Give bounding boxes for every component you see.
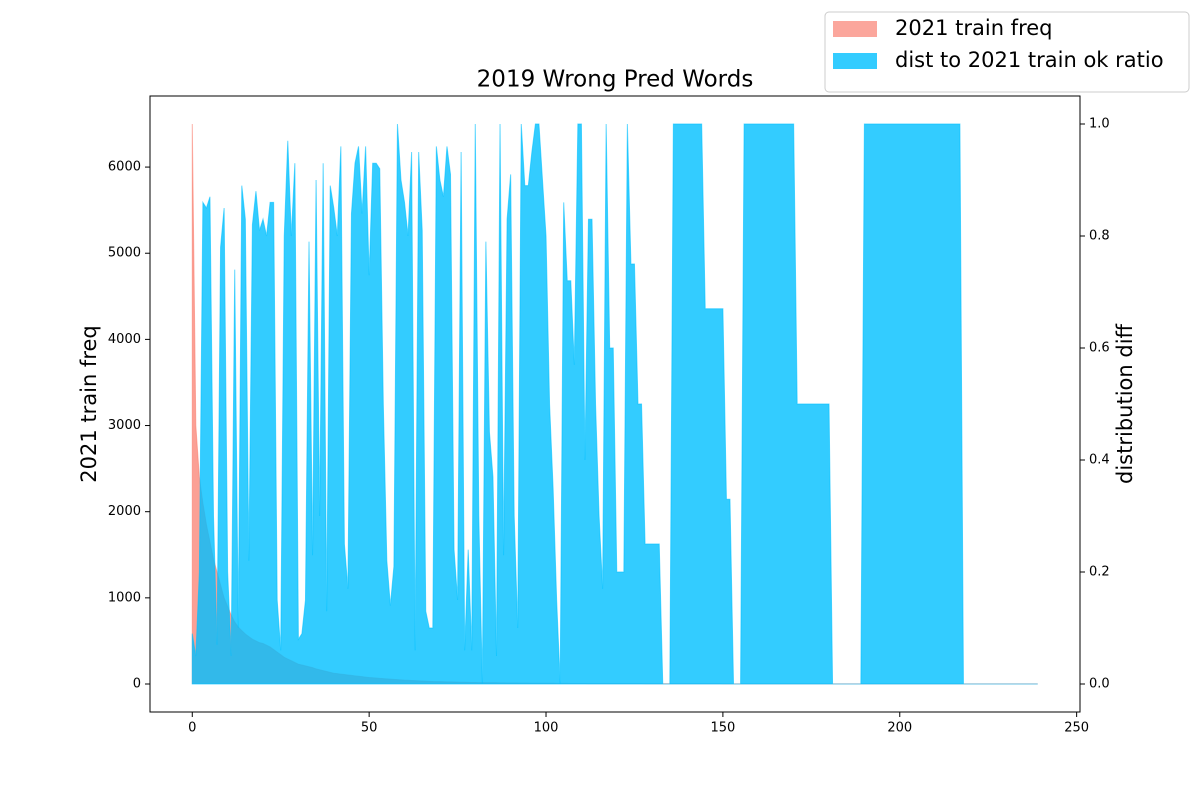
y-tick-label: 0: [133, 677, 141, 692]
y2-tick-label: 1.0: [1089, 117, 1110, 132]
y2-tick-label: 0.2: [1089, 565, 1110, 580]
x-tick-label: 150: [710, 721, 735, 736]
x-tick-label: 250: [1064, 721, 1089, 736]
y-tick-label: 5000: [108, 246, 141, 261]
y-tick-label: 6000: [108, 160, 141, 175]
y2-tick-label: 0.8: [1089, 229, 1110, 244]
y2-tick-label: 0.0: [1089, 677, 1110, 692]
legend-label: dist to 2021 train ok ratio: [895, 48, 1164, 72]
y-tick-label: 1000: [108, 590, 141, 605]
legend-label: 2021 train freq: [895, 16, 1053, 40]
y-tick-label: 3000: [108, 418, 141, 433]
y2-tick-label: 0.6: [1089, 341, 1110, 356]
x-tick-label: 0: [188, 721, 196, 736]
x-tick-label: 100: [534, 721, 559, 736]
y-tick-label: 2000: [108, 504, 141, 519]
y2-tick-label: 0.4: [1089, 453, 1110, 468]
legend-swatch: [833, 53, 877, 69]
legend-swatch: [833, 21, 877, 37]
x-tick-label: 200: [887, 721, 912, 736]
legend-box: [824, 11, 1190, 93]
area: [191, 123, 1038, 685]
chart-title: 2019 Wrong Pred Words: [477, 67, 754, 93]
x-tick-label: 50: [361, 721, 378, 736]
y-tick-label: 4000: [108, 332, 141, 347]
plot-frame: [149, 95, 1081, 713]
y2-axis-label: distribution diff: [1113, 323, 1137, 484]
y-axis-label: 2021 train freq: [77, 325, 101, 483]
